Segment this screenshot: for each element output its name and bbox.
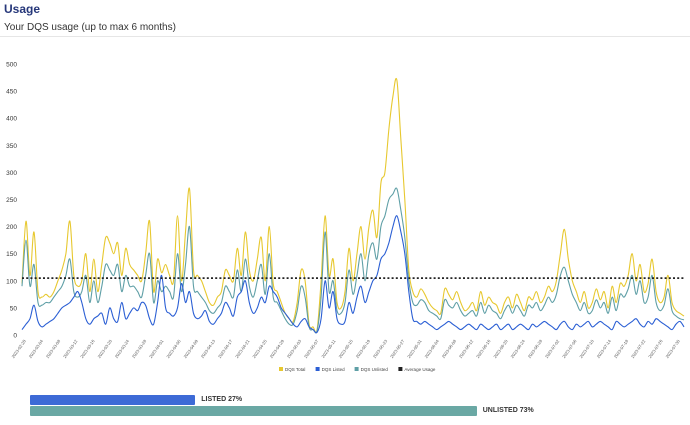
x-tick-label: 2023-06-04 [423, 338, 440, 359]
x-tick-label: 2023-06-28 [527, 338, 544, 359]
x-tick-label: 2023-03-24 [114, 338, 131, 359]
dqs-listed-legend-label: DQS Listed [322, 367, 346, 372]
x-tick-label: 2023-05-11 [320, 338, 337, 359]
x-tick-label: 2023-05-31 [406, 338, 423, 359]
dqs-listed-series-line [21, 215, 685, 334]
y-tick-label: 0 [13, 333, 17, 340]
y-tick-label: 400 [6, 116, 17, 123]
x-tick-label: 2023-05-27 [389, 338, 406, 359]
x-tick-label: 2023-07-18 [613, 338, 630, 359]
x-tick-label: 2023-03-20 [96, 338, 113, 359]
x-tick-label: 2023-05-23 [372, 338, 389, 359]
x-tick-label: 2023-03-08 [45, 338, 62, 359]
x-tick-label: 2023-03-12 [62, 338, 79, 359]
y-tick-label: 50 [10, 305, 18, 312]
average-usage-legend-label: Average Usage [404, 367, 435, 372]
unlisted-percentage-bar [30, 405, 477, 416]
x-tick-label: 2023-03-04 [28, 338, 45, 359]
x-tick-label: 2023-05-03 [286, 338, 303, 359]
average-usage-legend-swatch [398, 367, 403, 371]
x-tick-label: 2023-04-13 [200, 338, 217, 359]
x-tick-label: 2023-07-26 [647, 338, 664, 359]
dqs-unlisted-legend-swatch [354, 367, 359, 371]
dqs-unlisted-legend-label: DQS Unlisted [361, 367, 389, 372]
x-tick-label: 2023-07-14 [596, 338, 613, 359]
page-subtitle: Your DQS usage (up to max 6 months) [4, 22, 176, 33]
y-tick-label: 350 [6, 143, 17, 150]
x-tick-label: 2023-06-12 [458, 338, 475, 359]
dqs-unlisted-series-line [21, 187, 685, 334]
x-tick-label: 2023-06-24 [510, 338, 527, 359]
y-tick-label: 250 [6, 197, 17, 204]
y-tick-label: 500 [6, 62, 17, 69]
x-tick-label: 2023-05-07 [303, 338, 320, 359]
x-tick-label: 2023-04-17 [217, 338, 234, 359]
x-tick-label: 2023-06-08 [441, 338, 458, 359]
x-tick-label: 2023-04-25 [251, 338, 268, 359]
usage-header: Usage Your DQS usage (up to max 6 months… [4, 2, 686, 34]
listed-summary-row: LISTED 27% [30, 394, 242, 405]
x-tick-label: 2023-05-19 [355, 338, 372, 359]
listed-percentage-bar [30, 394, 196, 405]
x-tick-label: 2023-04-21 [234, 338, 251, 359]
x-tick-label: 2023-06-16 [475, 338, 492, 359]
y-tick-label: 450 [6, 89, 17, 96]
x-tick-label: 2023-04-09 [183, 338, 200, 359]
x-tick-label: 2023-03-28 [131, 338, 148, 359]
y-tick-label: 200 [6, 224, 17, 231]
usage-line-chart: 0 50 100 150 200 250 300 350 400 450 500 2023-02-28… [6, 62, 685, 372]
x-tick-label: 2023-03-16 [79, 338, 96, 359]
unlisted-summary-row: UNLISTED 73% [30, 405, 534, 416]
listed-percentage-label: LISTED 27% [201, 396, 243, 403]
x-tick-label: 2023-04-05 [165, 338, 182, 359]
x-tick-label: 2023-07-22 [630, 338, 647, 359]
unlisted-percentage-label: UNLISTED 73% [482, 407, 534, 414]
y-tick-label: 100 [6, 278, 17, 285]
x-tick-label: 2023-06-20 [492, 338, 509, 359]
x-tick-label: 2023-07-02 [544, 338, 561, 359]
header-divider [0, 36, 690, 37]
x-tick-label: 2023-04-01 [148, 338, 165, 359]
y-tick-label: 150 [6, 251, 17, 258]
page-title: Usage [4, 2, 41, 16]
x-tick-label: 2023-07-10 [578, 338, 595, 359]
x-tick-label: 2023-07-06 [561, 338, 578, 359]
x-tick-label: 2023-04-29 [269, 338, 286, 359]
x-tick-label: 2023-02-28 [10, 338, 27, 359]
dqs-listed-legend-swatch [315, 367, 320, 371]
x-tick-label: 2023-05-15 [337, 338, 354, 359]
x-tick-label: 2023-07-30 [664, 338, 681, 359]
y-tick-label: 300 [6, 170, 17, 177]
dqs-total-legend-label: DQS Total [285, 367, 305, 372]
dqs-total-legend-swatch [279, 367, 283, 371]
dqs-total-series-line [21, 78, 685, 334]
